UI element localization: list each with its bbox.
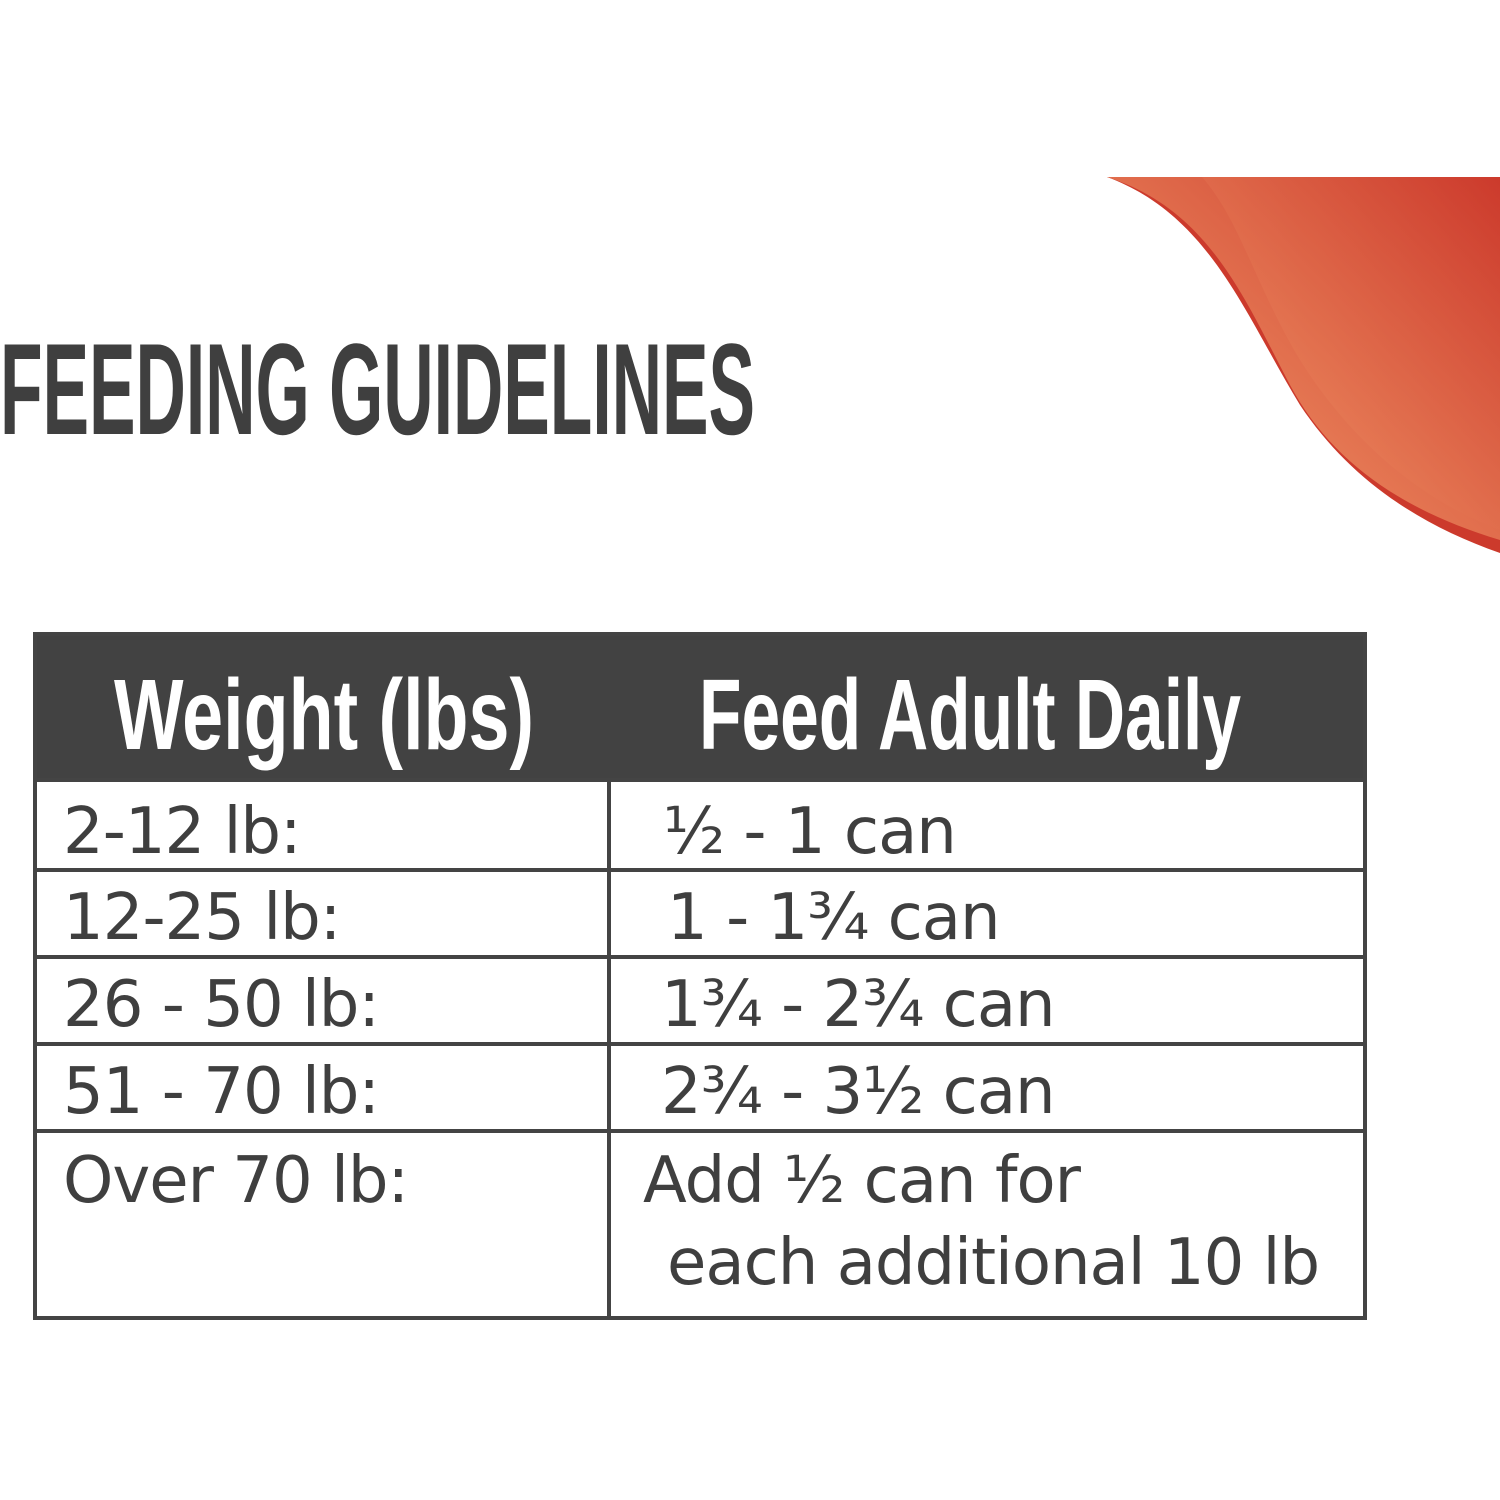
header-weight: Weight (lbs) <box>114 659 534 771</box>
amount-cell-line2: each additional 10 lb <box>667 1226 1320 1300</box>
amount-cell: 1 - 1¾ can <box>667 881 1001 955</box>
header-feed: Feed Adult Daily <box>699 659 1241 771</box>
feeding-table: Weight (lbs) Feed Adult Daily 2-12 lb: ½… <box>33 632 1367 1320</box>
amount-cell: Add ½ can for <box>643 1144 1081 1218</box>
amount-cell: ½ - 1 can <box>663 795 957 869</box>
table-row: 12-25 lb: 1 - 1¾ can <box>37 868 1363 955</box>
weight-cell: 26 - 50 lb: <box>63 968 380 1042</box>
table-row: 26 - 50 lb: 1¾ - 2¾ can <box>37 955 1363 1042</box>
weight-cell: Over 70 lb: <box>63 1144 409 1218</box>
weight-cell: 51 - 70 lb: <box>63 1055 380 1129</box>
table-row: 51 - 70 lb: 2¾ - 3½ can <box>37 1042 1363 1129</box>
page-title-text: FEEDING GUIDELINES <box>0 330 755 450</box>
column-divider <box>607 782 611 1316</box>
table-header: Weight (lbs) Feed Adult Daily <box>37 636 1363 782</box>
amount-cell: 2¾ - 3½ can <box>661 1055 1056 1129</box>
page-title: FEEDING GUIDELINES <box>0 330 755 450</box>
header-text: Weight (lbs) Feed Adult Daily <box>114 659 1241 771</box>
weight-cell: 2-12 lb: <box>63 795 302 869</box>
table-row: Over 70 lb: Add ½ can for each additiona… <box>37 1129 1363 1320</box>
table-row: 2-12 lb: ½ - 1 can <box>37 778 1363 868</box>
amount-cell: 1¾ - 2¾ can <box>661 968 1056 1042</box>
weight-cell: 12-25 lb: <box>63 881 341 955</box>
